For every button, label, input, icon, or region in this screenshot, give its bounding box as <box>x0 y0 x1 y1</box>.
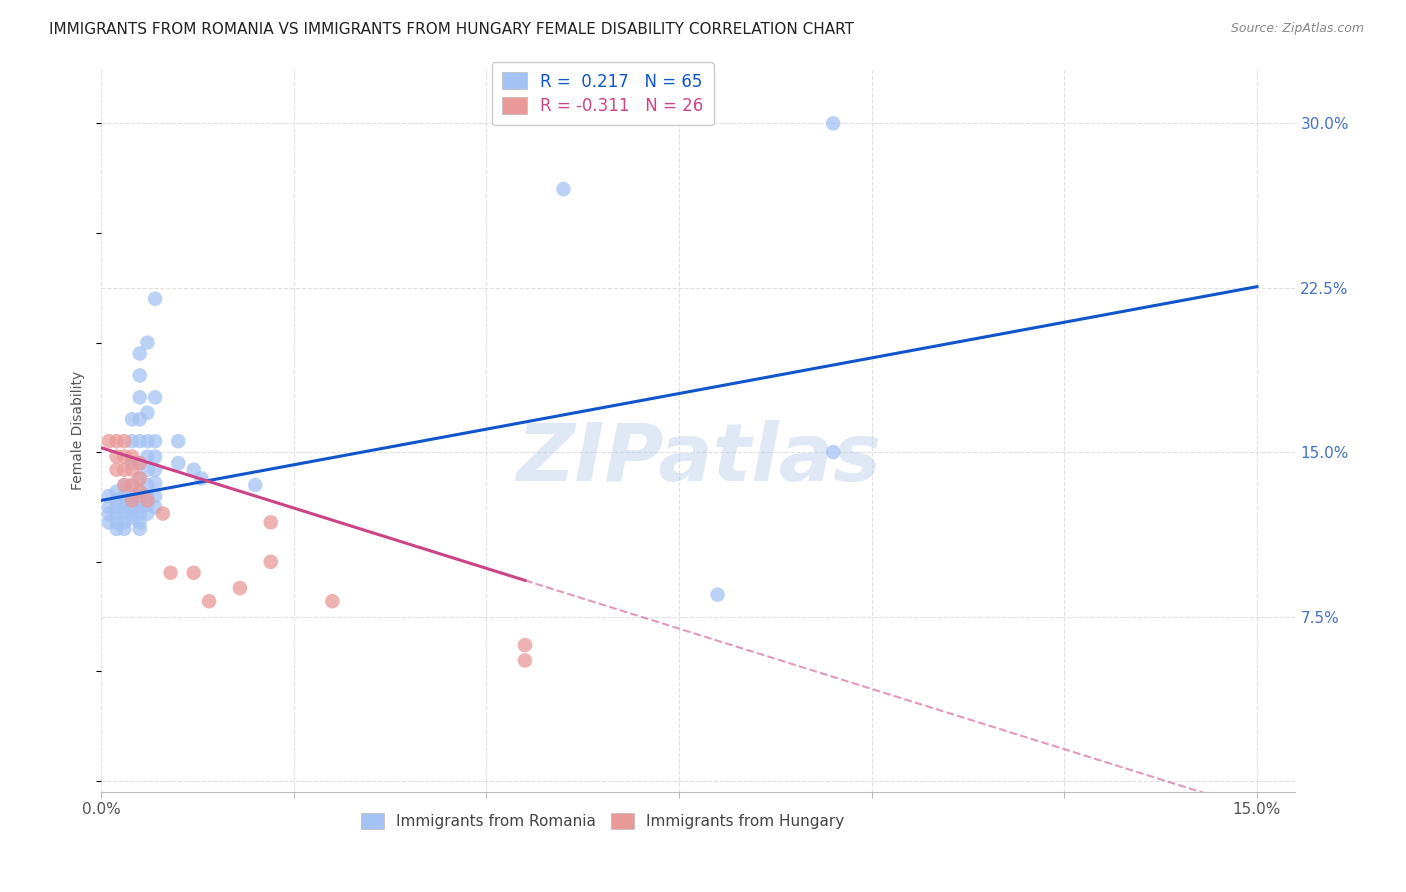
Point <box>105 516 128 530</box>
Point <box>121 463 143 477</box>
Point <box>260 555 283 569</box>
Legend: Immigrants from Romania, Immigrants from Hungary: Immigrants from Romania, Immigrants from… <box>354 806 851 835</box>
Point <box>198 594 221 608</box>
Point <box>143 500 166 514</box>
Point <box>128 412 150 426</box>
Point <box>97 434 120 449</box>
Point <box>112 522 135 536</box>
Point <box>112 489 135 503</box>
Point <box>97 489 120 503</box>
Point <box>159 566 181 580</box>
Point <box>128 368 150 383</box>
Point <box>260 516 283 530</box>
Point <box>97 507 120 521</box>
Text: ZIPatlas: ZIPatlas <box>516 420 880 498</box>
Point <box>128 471 150 485</box>
Point <box>143 450 166 464</box>
Point <box>143 390 166 404</box>
Point <box>121 511 143 525</box>
Point <box>136 498 159 512</box>
Point <box>136 406 159 420</box>
Y-axis label: Female Disability: Female Disability <box>72 370 86 490</box>
Point <box>121 478 143 492</box>
Point <box>706 588 728 602</box>
Point <box>121 489 143 503</box>
Point <box>553 182 575 196</box>
Point <box>190 471 212 485</box>
Point <box>97 516 120 530</box>
Point <box>128 484 150 499</box>
Point <box>143 292 166 306</box>
Point <box>128 493 150 508</box>
Point <box>112 507 135 521</box>
Text: IMMIGRANTS FROM ROMANIA VS IMMIGRANTS FROM HUNGARY FEMALE DISABILITY CORRELATION: IMMIGRANTS FROM ROMANIA VS IMMIGRANTS FR… <box>49 22 855 37</box>
Point <box>105 522 128 536</box>
Text: Source: ZipAtlas.com: Source: ZipAtlas.com <box>1230 22 1364 36</box>
Point <box>121 456 143 470</box>
Point <box>128 346 150 360</box>
Point <box>183 566 205 580</box>
Point <box>112 516 135 530</box>
Point <box>136 478 159 492</box>
Point <box>112 500 135 514</box>
Point <box>121 507 143 521</box>
Point <box>121 412 143 426</box>
Point <box>121 434 143 449</box>
Point <box>105 463 128 477</box>
Point <box>823 445 845 459</box>
Point <box>128 516 150 530</box>
Point <box>513 653 536 667</box>
Point <box>112 463 135 477</box>
Point <box>112 478 135 492</box>
Point <box>128 471 150 485</box>
Point <box>143 463 166 477</box>
Point <box>121 450 143 464</box>
Point <box>112 450 135 464</box>
Point <box>105 493 128 508</box>
Point <box>245 478 267 492</box>
Point <box>128 507 150 521</box>
Point <box>128 390 150 404</box>
Point <box>136 489 159 503</box>
Point <box>136 493 159 508</box>
Point <box>121 500 143 514</box>
Point <box>128 484 150 499</box>
Point <box>136 450 159 464</box>
Point <box>121 493 143 508</box>
Point <box>105 500 128 514</box>
Point <box>321 594 343 608</box>
Point <box>143 434 166 449</box>
Point <box>136 507 159 521</box>
Point <box>112 493 135 508</box>
Point <box>136 463 159 477</box>
Point <box>136 434 159 449</box>
Point <box>143 489 166 503</box>
Point <box>128 500 150 514</box>
Point <box>152 507 174 521</box>
Point <box>97 500 120 514</box>
Point <box>513 638 536 652</box>
Point <box>105 450 128 464</box>
Point <box>112 478 135 492</box>
Point <box>183 463 205 477</box>
Point <box>128 456 150 470</box>
Point <box>105 434 128 449</box>
Point <box>121 478 143 492</box>
Point <box>121 493 143 508</box>
Point <box>143 475 166 490</box>
Point <box>105 507 128 521</box>
Point <box>167 434 190 449</box>
Point <box>136 335 159 350</box>
Point <box>128 522 150 536</box>
Point <box>112 434 135 449</box>
Point <box>128 456 150 470</box>
Point <box>167 456 190 470</box>
Point <box>229 581 252 595</box>
Point <box>105 484 128 499</box>
Point <box>823 116 845 130</box>
Point <box>128 434 150 449</box>
